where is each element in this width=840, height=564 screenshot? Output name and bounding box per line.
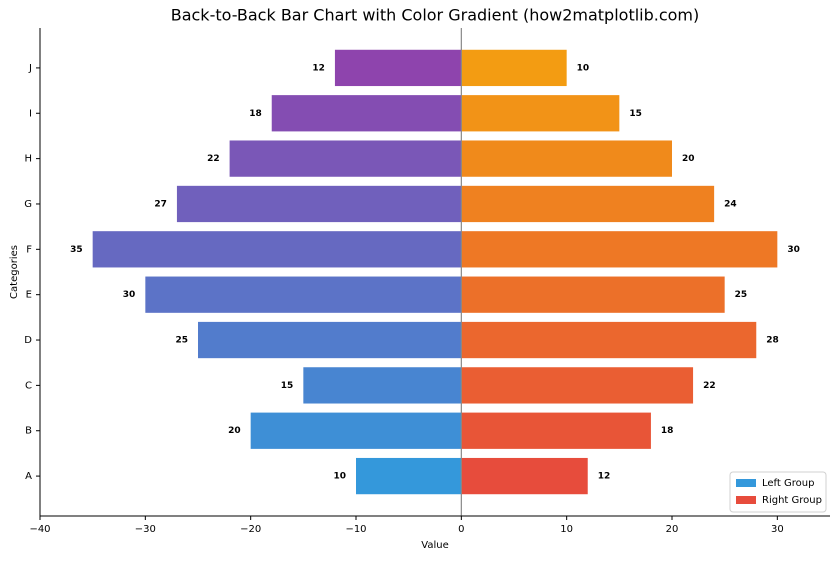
y-tick-label: C [25, 380, 32, 391]
bar [461, 185, 715, 223]
bar [461, 95, 620, 132]
legend-swatch [736, 479, 756, 487]
bar [198, 321, 462, 359]
chart-title: Back-to-Back Bar Chart with Color Gradie… [171, 6, 700, 25]
x-tick-label: 0 [458, 524, 464, 535]
data-label: 27 [154, 199, 167, 209]
bar [461, 231, 778, 268]
data-label: 35 [70, 245, 83, 255]
y-tick-label: B [25, 426, 32, 437]
bar [461, 457, 588, 495]
x-tick-label: 10 [560, 524, 573, 535]
data-label: 20 [682, 154, 695, 164]
data-label: 15 [629, 109, 642, 119]
bar [461, 321, 757, 359]
bar [461, 367, 694, 404]
y-tick-label: J [28, 63, 32, 74]
data-label: 12 [312, 63, 325, 73]
data-label: 25 [735, 290, 748, 300]
data-label: 18 [661, 426, 674, 436]
bar [461, 276, 725, 313]
data-label: 30 [123, 290, 136, 300]
data-label: 28 [766, 336, 779, 346]
x-tick-label: −10 [345, 524, 366, 535]
x-tick-label: 30 [771, 524, 784, 535]
data-label: 25 [175, 336, 188, 346]
bar [145, 276, 462, 313]
y-tick-label: I [29, 108, 32, 119]
bar [229, 140, 462, 177]
data-label: 24 [724, 199, 737, 209]
legend-label: Right Group [762, 495, 822, 506]
bar [461, 49, 567, 87]
bar [176, 185, 462, 223]
data-label: 30 [787, 245, 800, 255]
legend-label: Left Group [762, 478, 814, 489]
x-tick-label: −20 [240, 524, 261, 535]
x-axis-label: Value [421, 540, 448, 551]
bar [334, 49, 462, 87]
y-tick-label: D [24, 335, 32, 346]
bar [250, 412, 462, 449]
data-label: 20 [228, 426, 241, 436]
x-tick-label: −40 [29, 524, 50, 535]
bar [303, 367, 462, 404]
bar [356, 457, 462, 495]
data-label: 12 [598, 472, 611, 482]
y-axis-label: Categories [9, 245, 20, 299]
bar [461, 412, 651, 449]
data-label: 10 [577, 63, 590, 73]
bar [461, 140, 672, 177]
y-tick-label: A [25, 471, 32, 482]
data-label: 15 [281, 381, 294, 391]
data-label: 22 [207, 154, 220, 164]
y-tick-label: H [24, 154, 32, 165]
x-tick-label: 20 [666, 524, 679, 535]
bar [92, 231, 462, 268]
data-label: 18 [249, 109, 262, 119]
legend-swatch [736, 496, 756, 504]
y-tick-label: F [26, 244, 32, 255]
y-tick-label: E [26, 290, 32, 301]
data-label: 22 [703, 381, 716, 391]
data-label: 10 [333, 472, 346, 482]
x-tick-label: −30 [135, 524, 156, 535]
bar [271, 95, 462, 132]
y-tick-label: G [24, 199, 32, 210]
